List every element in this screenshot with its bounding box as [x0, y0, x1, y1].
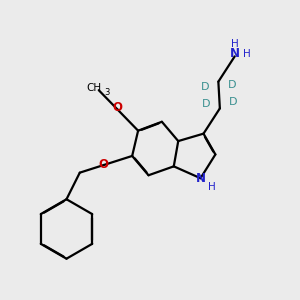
Text: N: N: [196, 172, 206, 185]
Text: O: O: [99, 158, 109, 172]
Text: D: D: [201, 82, 209, 92]
Text: CH: CH: [87, 83, 102, 93]
Text: D: D: [202, 99, 211, 109]
Text: D: D: [229, 98, 238, 107]
Text: N: N: [230, 47, 240, 61]
Text: 3: 3: [104, 88, 110, 97]
Text: H: H: [243, 49, 250, 59]
Text: H: H: [208, 182, 216, 192]
Text: H: H: [231, 39, 239, 49]
Text: D: D: [227, 80, 236, 90]
Text: O: O: [112, 101, 122, 114]
